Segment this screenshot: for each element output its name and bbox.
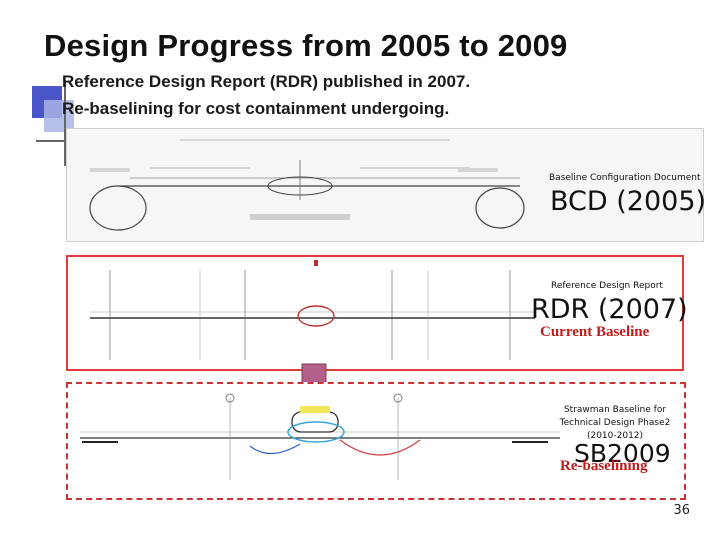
bullet-rdr-published: Reference Design Report (RDR) published … — [62, 72, 471, 91]
sb2009-caption-line-2: Technical Design Phase2 — [559, 418, 671, 428]
sb2009-caption-big: SB2009 — [574, 439, 671, 468]
sb2009-status-label: Re-baselining — [560, 458, 648, 474]
decor-line-vertical — [64, 80, 66, 166]
page-number: 36 — [673, 503, 690, 518]
sb2009-caption-line-3: (2010-2012) — [586, 431, 644, 441]
rdr-status-label: Current Baseline — [540, 324, 650, 340]
sb2009-caption-line-1: Strawman Baseline for — [563, 405, 667, 415]
sb2009-panel — [66, 382, 686, 500]
decor-square-light — [44, 100, 74, 132]
bcd-caption-big: BCD (2005) — [550, 186, 707, 217]
rdr-caption-big: RDR (2007) — [531, 294, 688, 325]
slide-title: Design Progress from 2005 to 2009 — [44, 28, 568, 63]
decor-line-horizontal — [36, 140, 66, 142]
bcd-caption-small: Baseline Configuration Document — [549, 173, 701, 183]
bcd-panel — [66, 128, 704, 242]
rdr-panel — [66, 255, 684, 371]
rdr-caption-small: Reference Design Report — [551, 281, 663, 291]
bullet-rebaselining: Re-baselining for cost containment under… — [62, 99, 450, 118]
